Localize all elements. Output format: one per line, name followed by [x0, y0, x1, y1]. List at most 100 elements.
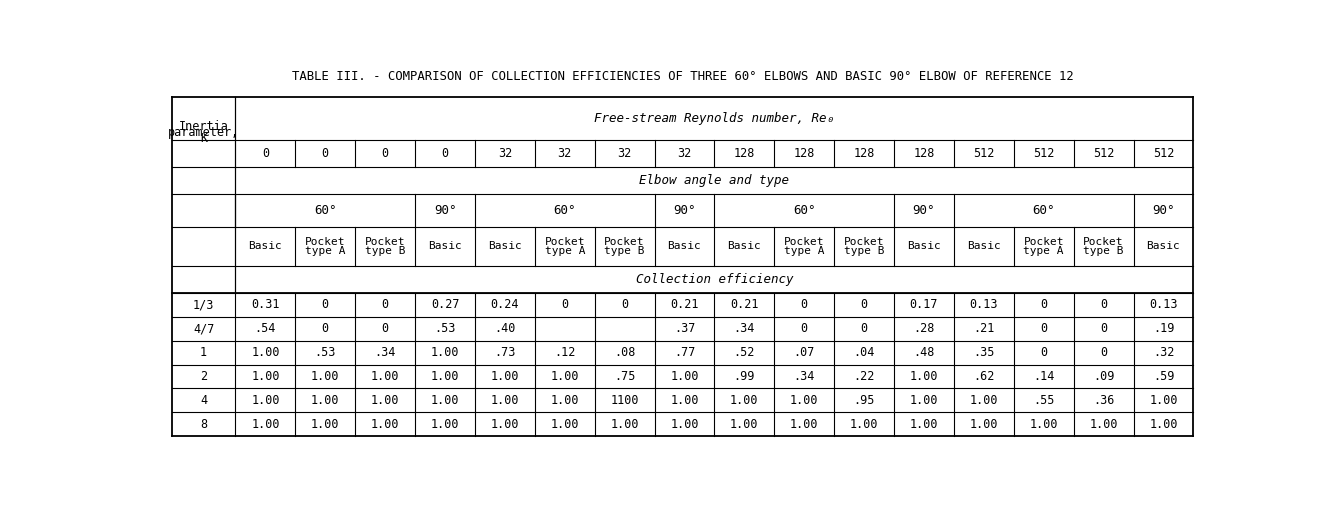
Text: 0: 0: [381, 147, 389, 160]
Text: 512: 512: [974, 147, 995, 160]
Text: 0: 0: [322, 298, 329, 312]
Text: 1.00: 1.00: [490, 418, 519, 431]
Text: 1.00: 1.00: [790, 418, 818, 431]
Text: 0: 0: [381, 298, 389, 312]
Text: 1.00: 1.00: [730, 418, 759, 431]
Text: type A: type A: [305, 246, 345, 256]
Text: .09: .09: [1092, 370, 1115, 383]
Text: .22: .22: [854, 370, 875, 383]
Text: K: K: [200, 132, 208, 145]
Text: Pocket: Pocket: [545, 237, 585, 247]
Text: Pocket: Pocket: [365, 237, 405, 247]
Text: .53: .53: [434, 322, 456, 335]
Text: 0: 0: [322, 322, 329, 335]
Text: TABLE III. - COMPARISON OF COLLECTION EFFICIENCIES OF THREE 60° ELBOWS AND BASIC: TABLE III. - COMPARISON OF COLLECTION EF…: [292, 70, 1074, 83]
Text: 0: 0: [322, 147, 329, 160]
Text: Collection efficiency: Collection efficiency: [635, 273, 793, 286]
Text: 1: 1: [200, 346, 208, 359]
Text: .95: .95: [854, 394, 875, 407]
Text: Basic: Basic: [1147, 241, 1180, 251]
Text: 60°: 60°: [554, 204, 575, 217]
Text: .55: .55: [1034, 394, 1055, 407]
Text: Basic: Basic: [249, 241, 282, 251]
Text: .40: .40: [494, 322, 515, 335]
Text: Basic: Basic: [907, 241, 940, 251]
Text: 1.00: 1.00: [910, 394, 938, 407]
Text: 512: 512: [1034, 147, 1055, 160]
Text: 1.00: 1.00: [430, 394, 460, 407]
Text: 0.31: 0.31: [252, 298, 280, 312]
Text: Pocket: Pocket: [305, 237, 345, 247]
Text: 0: 0: [801, 322, 807, 335]
Text: 0.17: 0.17: [910, 298, 938, 312]
Text: 128: 128: [794, 147, 815, 160]
Text: 0: 0: [1100, 322, 1107, 335]
Text: type A: type A: [1023, 246, 1064, 256]
Text: 0: 0: [1040, 298, 1047, 312]
Text: 0.13: 0.13: [970, 298, 998, 312]
Text: 8: 8: [200, 418, 208, 431]
Text: 1.00: 1.00: [1150, 418, 1177, 431]
Text: .62: .62: [974, 370, 995, 383]
Text: 1.00: 1.00: [430, 370, 460, 383]
Text: 90°: 90°: [1152, 204, 1175, 217]
Text: Basic: Basic: [727, 241, 761, 251]
Text: .36: .36: [1092, 394, 1115, 407]
Text: 1.00: 1.00: [910, 418, 938, 431]
Text: 0: 0: [621, 298, 629, 312]
Text: 0: 0: [860, 298, 867, 312]
Text: 1.00: 1.00: [550, 418, 579, 431]
Text: 1.00: 1.00: [1090, 418, 1118, 431]
Text: 1.00: 1.00: [312, 418, 340, 431]
Text: 1100: 1100: [610, 394, 639, 407]
Text: Basic: Basic: [428, 241, 462, 251]
Text: 0: 0: [1040, 322, 1047, 335]
Text: .53: .53: [314, 346, 336, 359]
Text: 1.00: 1.00: [1030, 418, 1058, 431]
Text: Pocket: Pocket: [1083, 237, 1124, 247]
Text: 1/3: 1/3: [193, 298, 214, 312]
Text: .21: .21: [974, 322, 995, 335]
Text: 1.00: 1.00: [370, 394, 400, 407]
Text: 1.00: 1.00: [490, 370, 519, 383]
Text: 0: 0: [1100, 346, 1107, 359]
Text: 1.00: 1.00: [252, 394, 280, 407]
Text: Elbow angle and type: Elbow angle and type: [639, 174, 790, 187]
Text: 1.00: 1.00: [430, 418, 460, 431]
Text: 1.00: 1.00: [550, 370, 579, 383]
Text: 1.00: 1.00: [1150, 394, 1177, 407]
Text: 1.00: 1.00: [610, 418, 639, 431]
Text: 0: 0: [381, 322, 389, 335]
Text: parameter,: parameter,: [168, 126, 240, 138]
Text: .34: .34: [794, 370, 815, 383]
Text: 1.00: 1.00: [370, 418, 400, 431]
Text: Pocket: Pocket: [785, 237, 825, 247]
Text: Free-stream Reynolds number, Re₀: Free-stream Reynolds number, Re₀: [594, 112, 834, 125]
Text: 1.00: 1.00: [670, 394, 699, 407]
Text: Pocket: Pocket: [605, 237, 645, 247]
Text: 1.00: 1.00: [430, 346, 460, 359]
Text: .54: .54: [254, 322, 276, 335]
Text: 1.00: 1.00: [490, 394, 519, 407]
Text: .99: .99: [734, 370, 755, 383]
Text: 128: 128: [734, 147, 755, 160]
Text: 60°: 60°: [314, 204, 337, 217]
Text: 1.00: 1.00: [312, 370, 340, 383]
Text: 90°: 90°: [673, 204, 695, 217]
Text: 32: 32: [558, 147, 571, 160]
Text: 0: 0: [262, 147, 269, 160]
Text: 1.00: 1.00: [252, 370, 280, 383]
Text: 1.00: 1.00: [730, 394, 759, 407]
Text: .34: .34: [734, 322, 755, 335]
Text: 90°: 90°: [912, 204, 935, 217]
Text: 1.00: 1.00: [550, 394, 579, 407]
Text: type A: type A: [785, 246, 825, 256]
Text: 32: 32: [678, 147, 691, 160]
Text: 32: 32: [618, 147, 631, 160]
Text: 4/7: 4/7: [193, 322, 214, 335]
Text: 0.21: 0.21: [670, 298, 699, 312]
Text: .35: .35: [974, 346, 995, 359]
Text: .52: .52: [734, 346, 755, 359]
Text: 32: 32: [498, 147, 511, 160]
Text: .08: .08: [614, 346, 635, 359]
